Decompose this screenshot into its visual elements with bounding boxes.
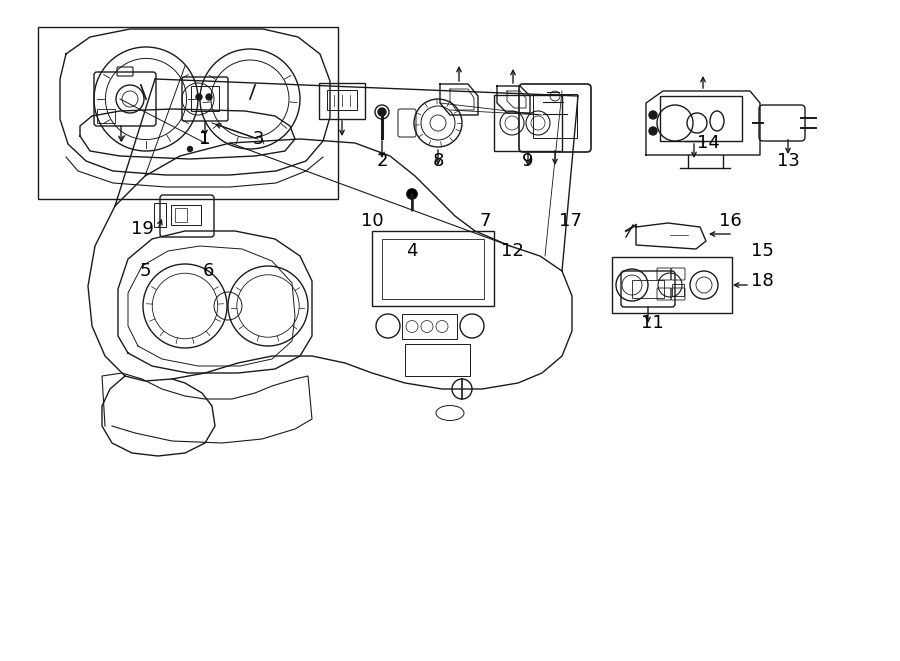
Text: 4: 4 [406, 242, 418, 260]
Text: 12: 12 [500, 242, 524, 260]
Text: 5: 5 [140, 262, 151, 280]
Text: 6: 6 [202, 262, 213, 280]
Circle shape [407, 188, 418, 200]
Text: 17: 17 [559, 212, 581, 230]
Text: 1: 1 [199, 130, 211, 148]
Text: 13: 13 [777, 152, 799, 170]
Circle shape [187, 147, 193, 151]
Text: 9: 9 [522, 152, 534, 170]
Text: 2: 2 [376, 152, 388, 170]
Text: 14: 14 [697, 134, 719, 152]
Circle shape [649, 111, 657, 119]
Text: 3: 3 [252, 130, 264, 148]
Text: 19: 19 [130, 220, 153, 238]
Text: 15: 15 [751, 242, 773, 260]
Text: 10: 10 [361, 212, 383, 230]
Circle shape [206, 94, 212, 100]
Circle shape [375, 105, 389, 119]
Text: 1: 1 [199, 130, 211, 148]
Circle shape [196, 94, 202, 100]
Text: 16: 16 [718, 212, 742, 230]
Circle shape [378, 108, 386, 116]
Text: 7: 7 [479, 212, 490, 230]
Text: 11: 11 [641, 314, 663, 332]
Text: 8: 8 [432, 152, 444, 170]
Circle shape [649, 127, 657, 135]
Text: 18: 18 [751, 272, 773, 290]
